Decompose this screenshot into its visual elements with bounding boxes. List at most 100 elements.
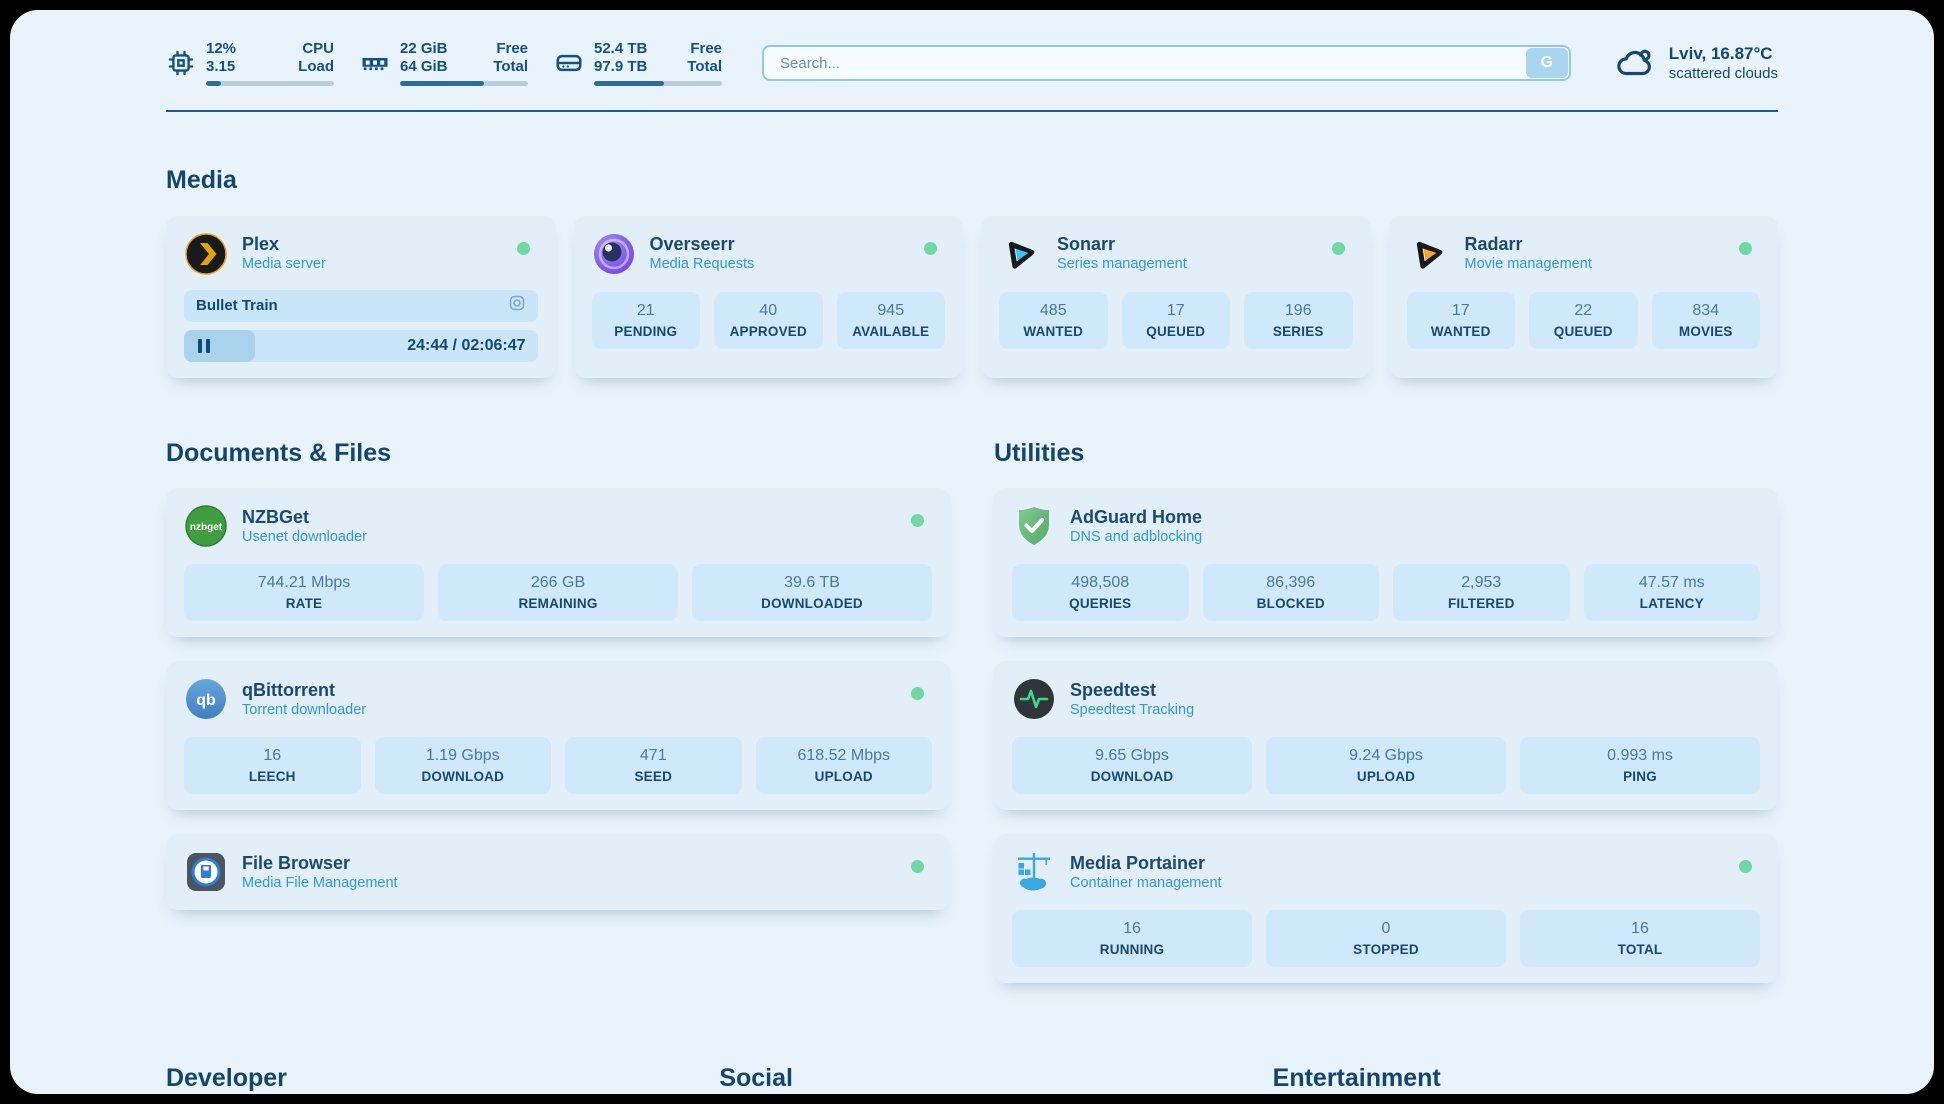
search-engine-button[interactable]: G	[1525, 48, 1568, 78]
adguard-subtitle: DNS and adblocking	[1070, 528, 1203, 545]
cpu-usage-value: 12%	[206, 40, 237, 57]
radarr-stat-movies: 834 MOVIES	[1651, 291, 1760, 349]
disk-icon	[554, 48, 584, 78]
qbittorrent-stat-leech: 16 LEECH	[184, 737, 361, 795]
speedtest-subtitle: Speedtest Tracking	[1070, 701, 1195, 718]
sonarr-subtitle: Series management	[1057, 256, 1187, 273]
nzbget-icon: nzbget	[184, 504, 228, 548]
memory-monitor: 22 GiB 64 GiB Free Total	[360, 40, 528, 86]
disk-monitor: 52.4 TB 97.9 TB Free Total	[554, 40, 722, 86]
adguard-stat-blocked: 86,396 BLOCKED	[1202, 564, 1379, 622]
radarr-icon	[1407, 232, 1451, 276]
radarr-card[interactable]: Radarr Movie management 17 WANTED 22 QUE…	[1388, 215, 1778, 378]
weather-condition: scattered clouds	[1668, 65, 1778, 82]
pause-icon[interactable]	[198, 338, 210, 353]
sonarr-stat-wanted: 485 WANTED	[999, 291, 1108, 349]
social-links-section: Social LI LinkedIn linkedin.com TW Twitt…	[719, 1043, 1224, 1094]
header-divider	[166, 110, 1778, 112]
nzbget-status-dot	[911, 514, 924, 528]
disk-total-value: 97.9 TB	[594, 58, 648, 75]
svg-text:nzbget: nzbget	[190, 522, 223, 533]
sonarr-card[interactable]: Sonarr Series management 485 WANTED 17 Q…	[981, 215, 1371, 378]
radarr-title: Radarr	[1464, 234, 1523, 255]
plex-now-playing-title: Bullet Train	[196, 297, 278, 315]
section-title-social: Social	[719, 1064, 793, 1092]
qbittorrent-stat-seed: 471 SEED	[565, 737, 742, 795]
search-input[interactable]	[762, 45, 1571, 81]
speedtest-stat-download: 9.65 Gbps DOWNLOAD	[1012, 737, 1252, 795]
overseerr-title: Overseerr	[649, 234, 735, 255]
overseerr-stat-approved: 40 APPROVED	[714, 291, 823, 349]
portainer-subtitle: Container management	[1070, 874, 1222, 891]
radarr-subtitle: Movie management	[1464, 256, 1592, 273]
disk-free-value: 52.4 TB	[594, 40, 648, 57]
nzbget-stat-rate: 744.21 Mbps RATE	[184, 564, 424, 622]
cpu-load-label: Load	[298, 58, 334, 75]
overseerr-subtitle: Media Requests	[649, 256, 755, 273]
nzbget-stat-remaining: 266 GB REMAINING	[438, 564, 678, 622]
disk-progress-track	[594, 81, 722, 86]
overseerr-card[interactable]: Overseerr Media Requests 21 PENDING 40 A…	[573, 215, 963, 378]
qbittorrent-title: qBittorrent	[242, 679, 335, 700]
speedtest-title: Speedtest	[1070, 679, 1157, 700]
dashboard-page: 12% 3.15 CPU Load	[10, 10, 1934, 1094]
plex-progress-fill	[184, 329, 255, 362]
nzbget-card[interactable]: nzbget NZBGet Usenet downloader 744.21 M…	[166, 488, 950, 638]
overseerr-status-dot	[924, 241, 937, 255]
sonarr-icon	[999, 232, 1043, 276]
portainer-stat-stopped: 0 STOPPED	[1266, 910, 1506, 968]
memory-progress-track	[400, 81, 528, 86]
qbittorrent-card[interactable]: qb qBittorrent Torrent downloader 16 LEE…	[166, 661, 950, 811]
filebrowser-card[interactable]: File Browser Media File Management	[166, 834, 950, 911]
weather-widget: Lviv, 16.87°C scattered clouds	[1615, 42, 1778, 84]
media-card-grid: Plex Media server Bullet Train 24:44 / 0…	[166, 215, 1778, 378]
adguard-stat-latency: 47.57 ms LATENCY	[1583, 564, 1760, 622]
qbittorrent-subtitle: Torrent downloader	[242, 701, 367, 718]
portainer-card[interactable]: Media Portainer Container management 16 …	[994, 834, 1778, 984]
qbittorrent-stat-download: 1.19 Gbps DOWNLOAD	[374, 737, 551, 795]
adguard-stat-filtered: 2,953 FILTERED	[1393, 564, 1570, 622]
cpu-progress-track	[206, 81, 334, 86]
memory-free-label: Free	[496, 40, 528, 57]
section-title-entertainment: Entertainment	[1272, 1064, 1441, 1092]
overseerr-icon	[592, 232, 636, 276]
cpu-load-value: 3.15	[206, 58, 236, 75]
disk-progress-fill	[594, 81, 665, 86]
memory-total-label: Total	[493, 58, 528, 75]
disk-total-label: Total	[687, 58, 722, 75]
radarr-status-dot	[1739, 241, 1752, 255]
plex-now-playing-bar: Bullet Train	[184, 289, 538, 322]
radarr-stat-queued: 22 QUEUED	[1529, 291, 1638, 349]
plex-playback-progress: 24:44 / 02:06:47	[184, 329, 538, 362]
top-bar: 12% 3.15 CPU Load	[166, 10, 1778, 86]
cloud-icon	[1615, 42, 1657, 84]
developer-links-section: Developer GH Github github.com SO StackO…	[166, 1043, 671, 1094]
disk-free-label: Free	[690, 40, 722, 57]
portainer-stat-running: 16 RUNNING	[1012, 910, 1252, 968]
filebrowser-subtitle: Media File Management	[242, 874, 398, 891]
speedtest-card[interactable]: Speedtest Speedtest Tracking 9.65 Gbps D…	[994, 661, 1778, 811]
memory-total-value: 64 GiB	[400, 58, 448, 75]
overseerr-stat-pending: 21 PENDING	[591, 291, 700, 349]
sonarr-stat-queued: 17 QUEUED	[1121, 291, 1230, 349]
filebrowser-status-dot	[911, 860, 924, 874]
section-title-utilities: Utilities	[994, 438, 1085, 467]
cpu-monitor: 12% 3.15 CPU Load	[166, 40, 334, 86]
search-bar: G	[762, 45, 1571, 81]
plex-session-options-icon[interactable]	[508, 294, 526, 317]
sonarr-status-dot	[1331, 241, 1345, 255]
qbittorrent-status-dot	[911, 687, 924, 701]
overseerr-stat-available: 945 AVAILABLE	[836, 291, 945, 349]
adguard-icon	[1012, 504, 1056, 548]
section-title-media: Media	[166, 166, 237, 194]
filebrowser-icon	[184, 850, 228, 894]
entertainment-links-section: Entertainment YT YouTube youtube.com NF …	[1273, 1043, 1778, 1094]
speedtest-icon	[1012, 677, 1056, 721]
qbittorrent-stat-upload: 618.52 Mbps UPLOAD	[755, 737, 932, 795]
adguard-card[interactable]: AdGuard Home DNS and adblocking 498,508 …	[994, 488, 1778, 638]
plex-icon	[184, 232, 228, 276]
nzbget-stat-downloaded: 39.6 TB DOWNLOADED	[692, 564, 932, 622]
adguard-title: AdGuard Home	[1070, 506, 1203, 527]
plex-card[interactable]: Plex Media server Bullet Train 24:44 / 0…	[166, 215, 556, 378]
section-title-developer: Developer	[166, 1064, 287, 1092]
